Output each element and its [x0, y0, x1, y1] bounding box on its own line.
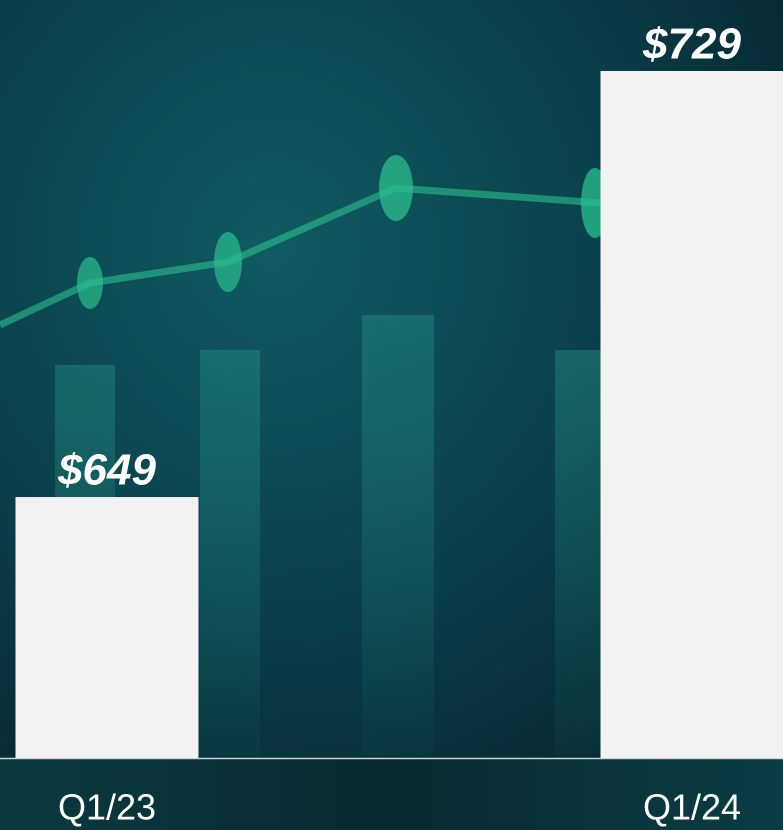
bar	[16, 497, 199, 758]
chart: $649 Q1/23 $729 Q1/24	[0, 0, 783, 830]
value-label: $649	[57, 446, 156, 495]
value-label: $729	[642, 20, 741, 69]
page: {"chart_data": {"type": "bar", "categori…	[0, 0, 783, 830]
bar	[601, 71, 783, 758]
category-label: Q1/24	[643, 787, 741, 828]
category-label: Q1/23	[58, 787, 156, 828]
